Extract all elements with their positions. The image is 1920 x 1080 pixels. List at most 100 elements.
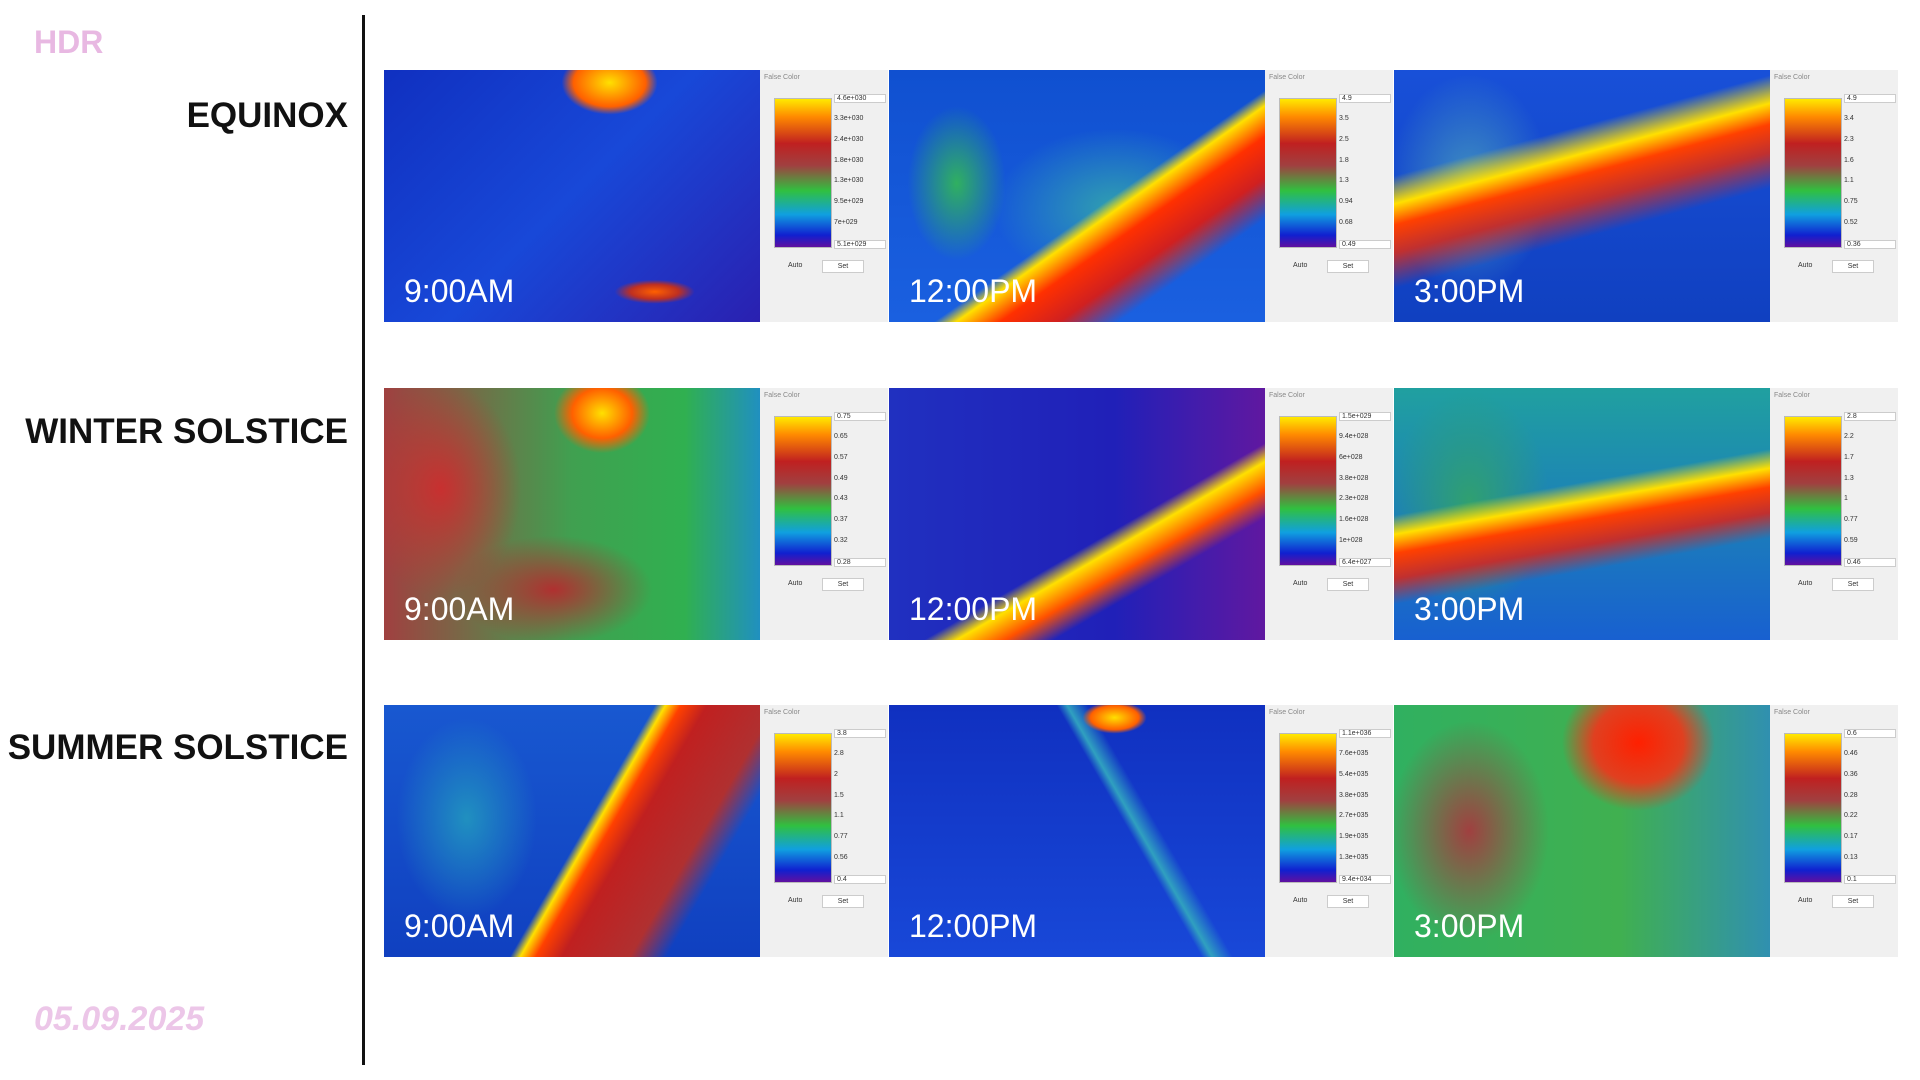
legend-tick-label: 0.77	[1844, 516, 1858, 524]
legend-tick-label: 3.8e+035	[1339, 791, 1369, 799]
divider	[362, 15, 365, 1065]
auto-radio: Auto	[1798, 897, 1813, 904]
legend-tick-label: 6.4e+027	[1339, 558, 1391, 567]
false-color-legend: False Color 4.9 3.5 2.5 1.8 1.3 0.94 0.68 0.49 Au…	[1265, 70, 1393, 322]
legend-tick-label: 0.56	[834, 854, 848, 862]
color-bar	[1279, 98, 1337, 248]
legend-tick-label: 0.43	[834, 495, 848, 503]
render-image: 3:00PM	[1394, 705, 1770, 957]
legend-tick-label: 1.1	[834, 812, 844, 820]
legend-tick-label: 1.3e+030	[834, 177, 864, 185]
set-button: Set	[1832, 260, 1874, 273]
legend-tick-label: 9.4e+028	[1339, 432, 1369, 440]
legend-tick-label: 0.75	[1844, 198, 1858, 206]
render-image: 9:00AM	[384, 705, 760, 957]
legend-tick-label: 0.6	[1844, 729, 1896, 738]
legend-tick-label: 1.1	[1844, 177, 1854, 185]
legend-title: False Color	[1269, 709, 1305, 716]
legend-tick-label: 1e+028	[1339, 537, 1363, 545]
legend-title: False Color	[764, 392, 800, 399]
render-image: 9:00AM	[384, 70, 760, 322]
legend-tick-label: 0.49	[1339, 240, 1391, 249]
legend-tick-label: 0.1	[1844, 875, 1896, 884]
legend-tick-label: 9.4e+034	[1339, 875, 1391, 884]
time-label: 9:00AM	[404, 908, 515, 944]
color-bar	[1784, 416, 1842, 566]
legend-tick-label: 0.59	[1844, 537, 1858, 545]
legend-tick-label: 3.4	[1844, 114, 1854, 122]
false-color-legend: False Color 4.6e+030 3.3e+030 2.4e+030 1.8e+…	[760, 70, 888, 322]
legend-tick-label: 7e+029	[834, 219, 858, 227]
render-image: 9:00AM	[384, 388, 760, 640]
legend-tick-label: 1.1e+036	[1339, 729, 1391, 738]
legend-tick-label: 0.75	[834, 412, 886, 421]
time-label: 12:00PM	[909, 591, 1038, 627]
time-label: 12:00PM	[909, 273, 1038, 309]
legend-tick-label: 0.37	[834, 516, 848, 524]
legend-tick-label: 2	[834, 770, 838, 778]
legend-tick-label: 0.22	[1844, 812, 1858, 820]
legend-tick-label: 3.3e+030	[834, 114, 864, 122]
set-button: Set	[822, 578, 864, 591]
auto-radio: Auto	[1798, 580, 1813, 587]
set-button: Set	[1832, 578, 1874, 591]
legend-title: False Color	[1269, 392, 1305, 399]
legend-tick-label: 0.52	[1844, 219, 1858, 227]
legend-tick-label: 0.46	[1844, 558, 1896, 567]
legend-tick-label: 2.8	[834, 749, 844, 757]
legend-tick-label: 0.17	[1844, 833, 1858, 841]
legend-tick-label: 4.9	[1844, 94, 1896, 103]
color-bar	[774, 416, 832, 566]
legend-tick-label: 4.9	[1339, 94, 1391, 103]
set-button: Set	[1832, 895, 1874, 908]
set-button: Set	[822, 895, 864, 908]
set-button: Set	[1327, 578, 1369, 591]
legend-tick-label: 1	[1844, 495, 1848, 503]
time-label: 3:00PM	[1414, 908, 1525, 944]
row-label: EQUINOX	[186, 96, 348, 135]
legend-tick-label: 0.94	[1339, 198, 1353, 206]
legend-tick-label: 0.32	[834, 537, 848, 545]
auto-radio: Auto	[1293, 580, 1308, 587]
legend-tick-label: 0.46	[1844, 749, 1858, 757]
legend-tick-label: 1.7	[1844, 453, 1854, 461]
legend-title: False Color	[1774, 392, 1810, 399]
legend-title: False Color	[764, 709, 800, 716]
legend-tick-label: 0.77	[834, 833, 848, 841]
color-bar	[1784, 98, 1842, 248]
false-color-legend: False Color 4.9 3.4 2.3 1.6 1.1 0.75 0.52 0.36 Au…	[1770, 70, 1898, 322]
false-color-legend: False Color 3.8 2.8 2 1.5 1.1 0.77 0.56 0.4 Auto S…	[760, 705, 888, 957]
legend-tick-label: 9.5e+029	[834, 198, 864, 206]
set-button: Set	[822, 260, 864, 273]
time-label: 3:00PM	[1414, 591, 1525, 627]
legend-tick-label: 1.8	[1339, 156, 1349, 164]
legend-tick-label: 1.9e+035	[1339, 833, 1369, 841]
date: 05.09.2025	[34, 1000, 205, 1038]
legend-tick-label: 1.3	[1339, 177, 1349, 185]
color-bar	[774, 733, 832, 883]
color-bar	[1279, 733, 1337, 883]
legend-tick-label: 2.2	[1844, 432, 1854, 440]
legend-tick-label: 4.6e+030	[834, 94, 886, 103]
set-button: Set	[1327, 260, 1369, 273]
legend-title: False Color	[1774, 709, 1810, 716]
legend-tick-label: 0.36	[1844, 770, 1858, 778]
auto-radio: Auto	[788, 580, 803, 587]
legend-tick-label: 1.3e+035	[1339, 854, 1369, 862]
auto-radio: Auto	[1798, 262, 1813, 269]
legend-tick-label: 5.4e+035	[1339, 770, 1369, 778]
legend-tick-label: 1.8e+030	[834, 156, 864, 164]
time-label: 3:00PM	[1414, 273, 1525, 309]
color-bar	[1784, 733, 1842, 883]
time-label: 9:00AM	[404, 273, 515, 309]
legend-tick-label: 0.13	[1844, 854, 1858, 862]
legend-tick-label: 7.6e+035	[1339, 749, 1369, 757]
auto-radio: Auto	[1293, 897, 1308, 904]
legend-tick-label: 2.7e+035	[1339, 812, 1369, 820]
legend-tick-label: 0.28	[834, 558, 886, 567]
render-image: 12:00PM	[889, 70, 1265, 322]
legend-tick-label: 5.1e+029	[834, 240, 886, 249]
legend-tick-label: 1.5e+029	[1339, 412, 1391, 421]
render-image: 12:00PM	[889, 705, 1265, 957]
